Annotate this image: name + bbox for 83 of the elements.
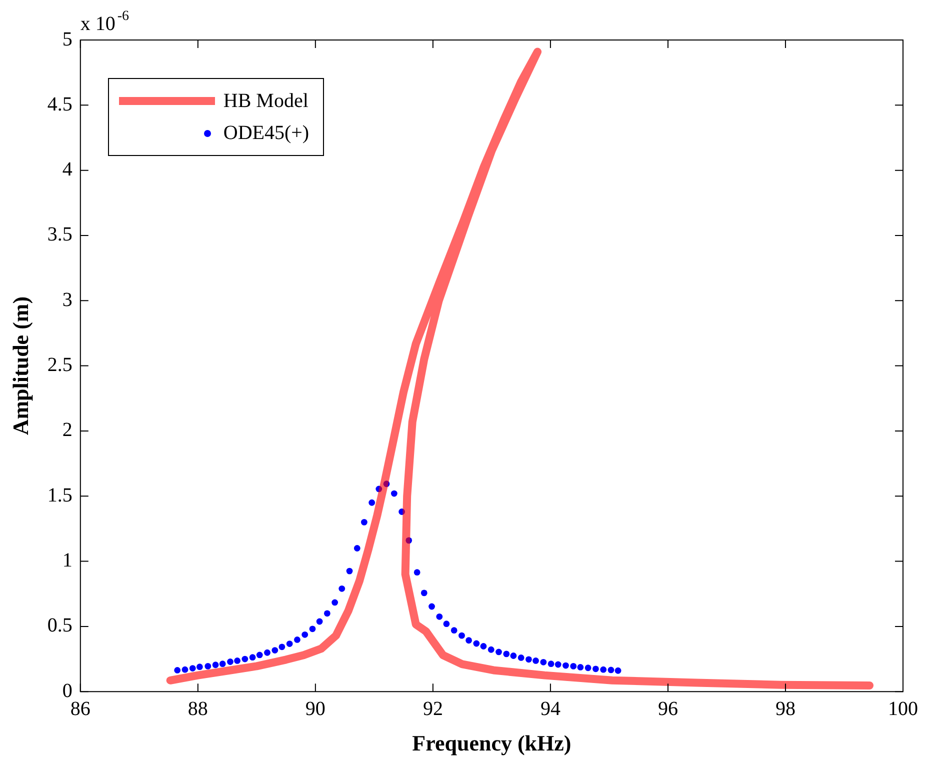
point — [577, 664, 584, 670]
point — [540, 658, 547, 666]
point — [398, 508, 405, 515]
point — [554, 661, 562, 668]
x-tick-label: 88 — [188, 698, 208, 720]
point — [420, 590, 428, 596]
x-tick-label: 86 — [70, 698, 90, 720]
point — [174, 667, 181, 674]
point — [272, 647, 278, 654]
point — [473, 640, 480, 647]
point — [302, 631, 308, 638]
y-axis-title: Amplitude (m) — [8, 296, 33, 436]
y-tick-label: 4.5 — [47, 93, 72, 116]
y-tick-label: 5 — [62, 28, 72, 50]
point — [219, 660, 226, 668]
x-tick-label: 100 — [888, 698, 918, 720]
point — [309, 626, 316, 632]
point — [436, 613, 443, 620]
x-tick-label: 92 — [422, 698, 443, 720]
point — [316, 618, 323, 625]
point — [488, 646, 494, 653]
point — [526, 656, 532, 663]
point — [458, 632, 465, 639]
point — [204, 662, 212, 670]
point — [480, 643, 487, 650]
point — [376, 486, 382, 492]
point — [503, 650, 510, 658]
y-tick-label: 0.5 — [47, 614, 72, 637]
point — [570, 662, 577, 670]
point — [532, 658, 539, 664]
x-axis-title: Frequency (kHz) — [412, 730, 572, 756]
x-tick-label: 94 — [540, 698, 560, 720]
point — [196, 664, 203, 670]
point — [510, 652, 517, 659]
point — [354, 545, 360, 552]
point — [294, 636, 300, 643]
point — [360, 518, 368, 526]
point — [182, 666, 188, 673]
point — [592, 666, 599, 672]
y-tick-label: 2.5 — [47, 354, 72, 376]
point — [368, 499, 376, 506]
point — [264, 649, 270, 656]
point — [256, 652, 263, 658]
point — [390, 490, 398, 497]
point — [383, 480, 390, 488]
y-tick-label: 2 — [62, 419, 72, 442]
point — [278, 644, 286, 650]
point — [608, 666, 614, 674]
y-tick-label: 0 — [62, 680, 72, 702]
point — [212, 662, 219, 668]
point — [600, 666, 607, 673]
y-tick-label: 4 — [62, 158, 72, 181]
point — [518, 654, 524, 661]
point — [466, 637, 472, 644]
point — [332, 599, 338, 606]
point — [286, 640, 293, 647]
legend-label: HB Model — [223, 90, 308, 112]
point — [428, 603, 435, 610]
y-tick-label: 1 — [62, 550, 72, 572]
x-tick-label: 96 — [658, 698, 678, 720]
y-tick-label: 3.5 — [47, 224, 72, 246]
point — [548, 660, 554, 668]
point — [338, 585, 346, 592]
point — [324, 610, 330, 617]
point — [414, 569, 420, 576]
point — [249, 654, 256, 661]
point — [614, 667, 622, 674]
x-tick-label: 90 — [305, 698, 326, 720]
point — [584, 664, 592, 672]
point — [406, 537, 412, 544]
y-tick-label: 1.5 — [47, 484, 72, 506]
legend-label: ODE45(+) — [223, 122, 310, 144]
point — [496, 648, 502, 656]
y-tick-label: 3 — [62, 288, 72, 311]
x-tick-label: 98 — [775, 698, 796, 720]
point — [242, 656, 248, 662]
point — [234, 658, 240, 664]
point — [562, 662, 569, 669]
point — [443, 620, 450, 628]
point — [450, 627, 458, 634]
point — [227, 658, 234, 665]
point — [346, 568, 353, 574]
point — [189, 665, 196, 672]
